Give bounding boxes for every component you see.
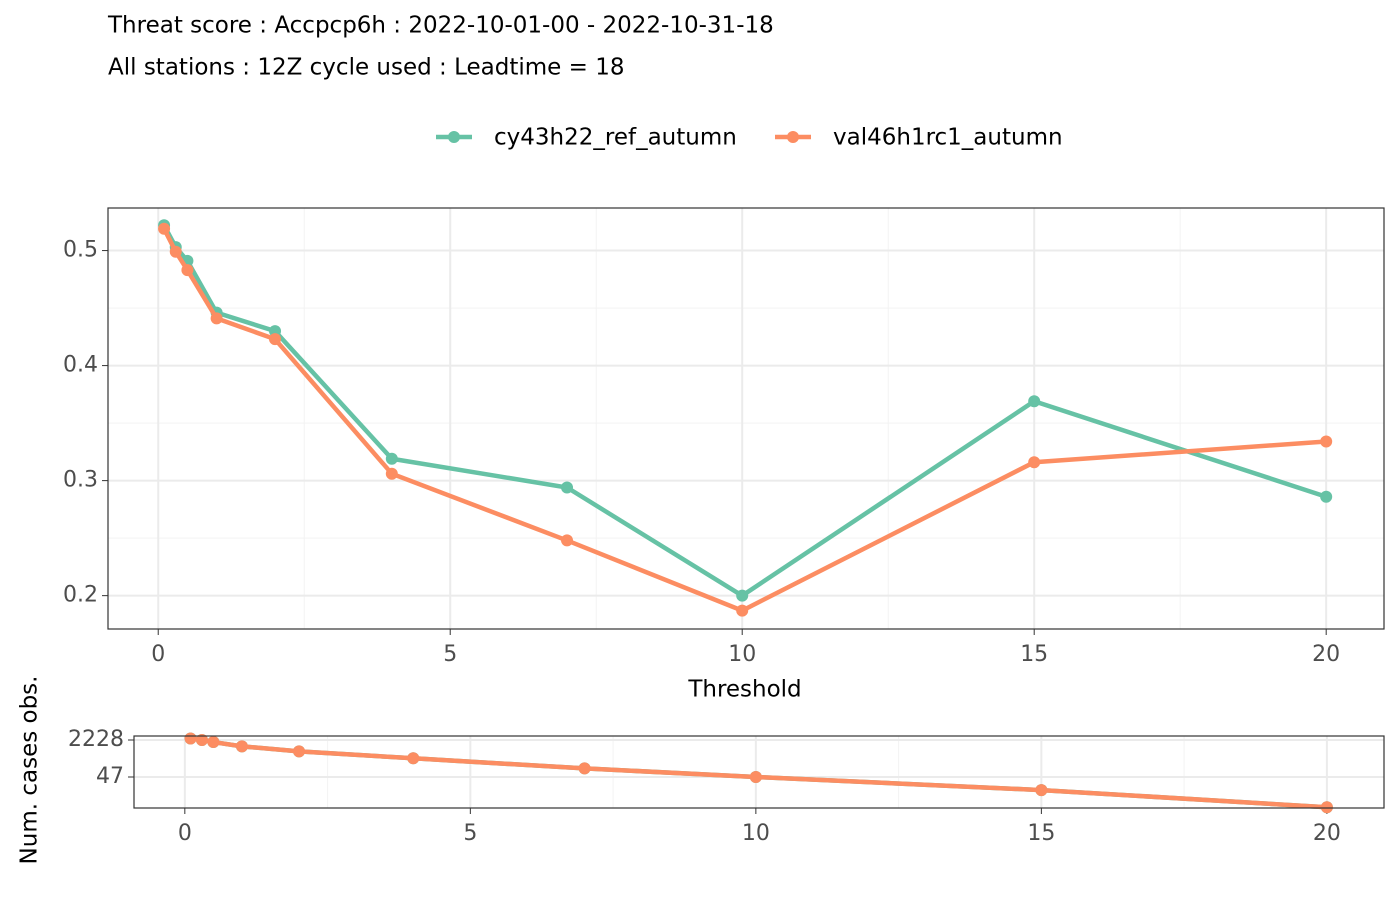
point [207,736,220,749]
point [293,745,306,758]
point [210,312,223,325]
x-tick-label: 5 [463,821,477,846]
x-tick-label: 0 [178,821,192,846]
series-line [162,227,1327,614]
series-line [162,224,1327,599]
point [1028,395,1041,408]
y-tick-label: 0.5 [63,238,98,263]
point [184,732,197,745]
point [1035,784,1048,797]
legend-key [448,131,460,143]
x-tick-label: 15 [1027,821,1055,846]
x-tick-label: 20 [1313,821,1341,846]
point [1320,801,1333,814]
x-tick-label: 10 [728,642,756,667]
point [195,733,208,746]
point [1320,435,1333,448]
x-tick-label: 0 [151,642,165,667]
x-tick-label: 20 [1312,642,1340,667]
point [749,770,762,783]
y-axis-label: Num. cases obs. [17,676,43,865]
point [181,264,194,277]
x-tick-label: 10 [742,821,770,846]
point [578,762,591,775]
chart-title: Threat score : Accpcp6h : 2022-10-01-00 … [107,13,774,39]
point [561,534,574,547]
point [385,452,398,465]
x-tick-label: 15 [1020,642,1048,667]
y-tick-label: 2228 [68,727,124,752]
point [385,467,398,480]
point [736,604,749,617]
x-tick-label: 5 [443,642,457,667]
point [269,333,282,346]
y-tick-label: 0.3 [63,468,98,493]
point [1320,490,1333,503]
point [561,481,574,494]
panel-border [133,735,1385,809]
legend-key [787,131,799,143]
y-tick-label: 47 [96,764,124,789]
x-axis-label: Threshold [687,677,801,703]
legend-label: val46h1rc1_autumn [833,125,1063,151]
point [158,222,171,235]
chart-subtitle: All stations : 12Z cycle used : Leadtime… [108,55,624,81]
point [169,245,182,258]
y-tick-label: 0.4 [63,353,98,378]
point [1028,456,1041,469]
point [235,740,248,753]
point [736,589,749,602]
y-tick-label: 0.2 [63,583,98,608]
point [407,752,420,765]
panel-border [107,207,1385,630]
legend-label: cy43h22_ref_autumn [494,125,737,151]
